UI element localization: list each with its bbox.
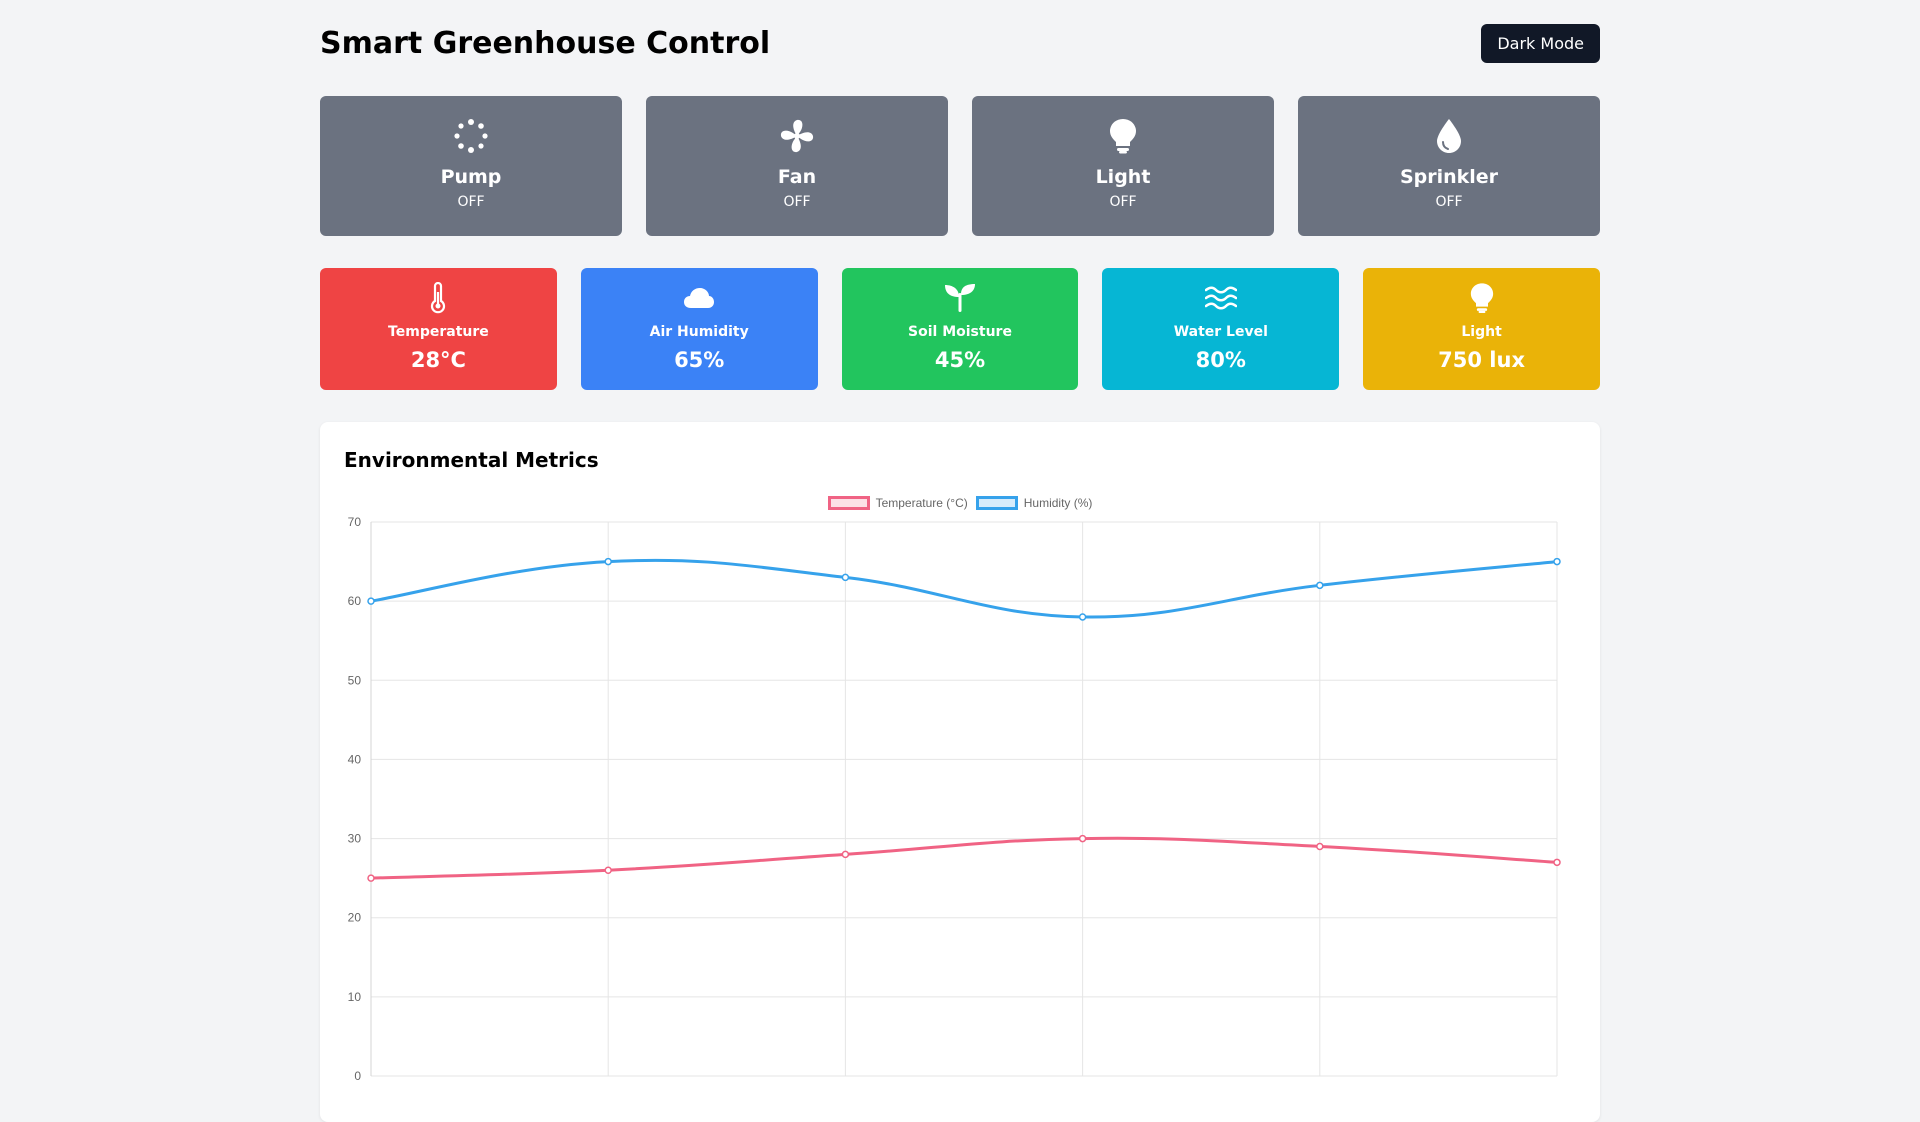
line-chart: 0 10 20 30 40 50 60 70 (348, 515, 1561, 1083)
chart-title: Environmental Metrics (344, 448, 599, 472)
fan-control[interactable]: Fan OFF (646, 96, 948, 236)
data-point-humidity (841, 573, 850, 582)
dark-mode-button[interactable]: Dark Mode (1481, 24, 1600, 63)
sensor-value: 65% (674, 348, 725, 372)
y-tick-label: 40 (348, 752, 362, 766)
fan-icon (646, 118, 948, 154)
control-state: OFF (1109, 194, 1137, 210)
sensor-label: Soil Moisture (908, 324, 1012, 340)
control-name: Pump (440, 166, 502, 188)
header: Smart Greenhouse Control Dark Mode (320, 24, 1600, 64)
lightbulb-icon (972, 118, 1274, 154)
sprinkler-control[interactable]: Sprinkler OFF (1298, 96, 1600, 236)
pump-control[interactable]: Pump OFF (320, 96, 622, 236)
legend-swatch-temperature (827, 496, 870, 510)
data-point-humidity (1553, 557, 1561, 566)
water-icon (1102, 282, 1339, 314)
device-controls: Pump OFF Fan OFF (320, 96, 1600, 236)
sensor-label: Light (1461, 324, 1502, 340)
y-tick-label: 30 (348, 832, 362, 846)
sensor-value: 28°C (410, 348, 466, 372)
data-point-humidity (604, 557, 612, 566)
control-name: Fan (777, 166, 817, 188)
data-point-temperature (604, 866, 612, 874)
data-point-temperature (367, 874, 375, 882)
lightbulb-icon (1363, 282, 1600, 314)
legend-label-temperature: Temperature (°C) (875, 496, 968, 510)
cloud-icon (581, 282, 818, 314)
y-tick-label: 10 (348, 990, 362, 1004)
sensor-label: Air Humidity (649, 324, 749, 340)
control-state: OFF (457, 194, 485, 210)
y-tick-label: 60 (348, 594, 362, 608)
chart-legend: Temperature (°C) Humidity (%) (320, 496, 1600, 510)
sensor-value: 750 lux (1438, 348, 1525, 372)
control-name: Sprinkler (1399, 166, 1499, 188)
data-point-temperature (1553, 858, 1561, 867)
legend-item-humidity[interactable]: Humidity (%) (975, 496, 1093, 510)
light-sensor: Light 750 lux (1363, 268, 1600, 390)
thermometer-icon (320, 282, 557, 314)
data-point-temperature (841, 850, 850, 859)
environmental-metrics-card: Environmental Metrics Temperature (°C) H… (320, 422, 1600, 1122)
data-point-humidity (367, 597, 375, 605)
sensor-value: 80% (1195, 348, 1246, 372)
control-state: OFF (783, 194, 811, 210)
spinner-icon (320, 118, 622, 154)
control-name: Light (1095, 166, 1151, 188)
sensor-label: Temperature (388, 324, 489, 340)
page-title: Smart Greenhouse Control (320, 26, 771, 61)
series-line-temperature (370, 836, 1558, 880)
sensor-readings: Temperature 28°C Air Humidity 65% Soil M… (320, 268, 1600, 390)
legend-label-humidity: Humidity (%) (1023, 496, 1093, 510)
legend-swatch-humidity (975, 496, 1018, 510)
control-state: OFF (1435, 194, 1463, 210)
seedling-icon (842, 282, 1079, 314)
legend-item-temperature[interactable]: Temperature (°C) (827, 496, 968, 510)
data-point-humidity (1316, 581, 1324, 590)
soil-moisture-sensor: Soil Moisture 45% (841, 268, 1079, 390)
water-level-sensor: Water Level 80% (1102, 268, 1340, 390)
data-point-temperature (1316, 842, 1324, 851)
air-humidity-sensor: Air Humidity 65% (580, 268, 818, 390)
data-point-humidity (1078, 613, 1087, 621)
data-point-temperature (1078, 834, 1087, 843)
y-tick-label: 20 (348, 911, 362, 925)
y-tick-label: 50 (348, 673, 362, 687)
y-tick-label: 0 (354, 1069, 361, 1083)
y-tick-label: 70 (348, 515, 362, 529)
sensor-label: Water Level (1173, 324, 1268, 340)
series-line-humidity (370, 558, 1558, 619)
temperature-sensor: Temperature 28°C (320, 268, 557, 390)
sensor-value: 45% (934, 348, 986, 372)
droplet-icon (1298, 118, 1600, 154)
light-control[interactable]: Light OFF (972, 96, 1274, 236)
